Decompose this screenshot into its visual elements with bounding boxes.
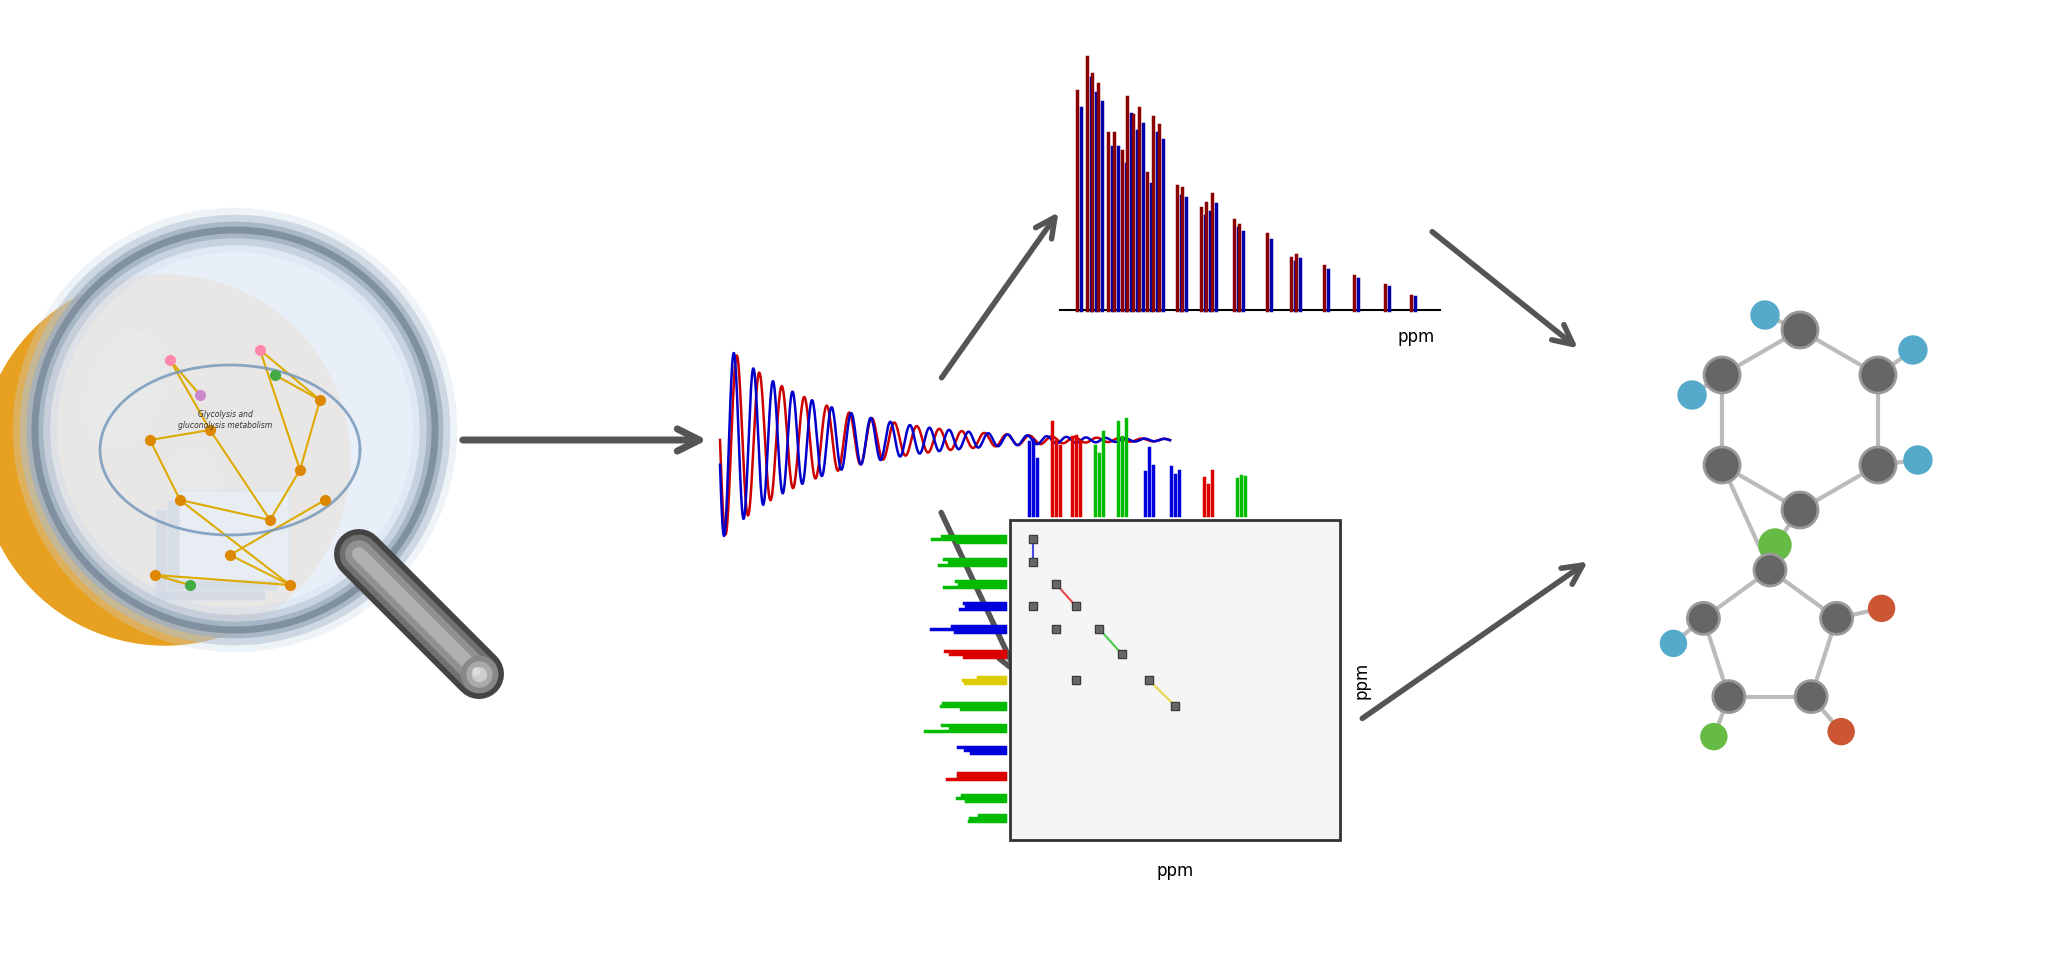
Text: ppm: ppm [1157,862,1194,880]
Circle shape [1860,357,1896,393]
Circle shape [1796,681,1827,712]
Text: Glycolysis and
gluconolysis metabolism: Glycolysis and gluconolysis metabolism [178,410,272,430]
Circle shape [1688,602,1720,635]
Circle shape [1782,492,1819,528]
FancyBboxPatch shape [1010,520,1339,840]
Circle shape [1759,529,1792,561]
Text: ppm: ppm [1397,328,1436,346]
Ellipse shape [86,332,164,447]
Circle shape [1751,301,1780,329]
Circle shape [1860,447,1896,483]
Circle shape [0,275,350,645]
Circle shape [1677,381,1706,409]
FancyBboxPatch shape [168,500,276,590]
Circle shape [1661,631,1686,657]
Circle shape [1782,312,1819,348]
Circle shape [1821,602,1853,635]
Circle shape [1868,595,1894,621]
Circle shape [35,230,434,630]
FancyBboxPatch shape [156,510,264,600]
Circle shape [1704,357,1741,393]
Circle shape [1700,724,1726,750]
FancyBboxPatch shape [178,490,289,580]
Text: ppm: ppm [1352,661,1370,699]
Circle shape [1905,446,1931,474]
Circle shape [1753,554,1786,586]
Ellipse shape [170,450,221,530]
Circle shape [1898,336,1927,364]
Circle shape [1704,447,1741,483]
Circle shape [1829,719,1853,745]
Circle shape [1712,681,1745,712]
